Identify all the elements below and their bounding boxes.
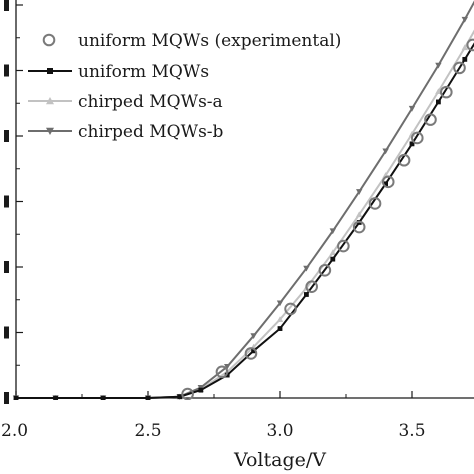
legend-item: chirped MQWs-b [28, 122, 224, 142]
axes: 2.0 2.5 3.0 3.5 [1, 0, 474, 441]
data-point [453, 61, 466, 75]
y-tick-label-fragment [4, 130, 9, 142]
series-line [16, 0, 474, 399]
legend-item: uniform MQWs [28, 62, 209, 82]
data-point [352, 220, 366, 234]
data-point [435, 62, 442, 69]
legend: uniform MQWs (experimental) uniform MQWs c… [28, 31, 341, 142]
series-4 [12, 0, 474, 400]
legend-item: chirped MQWs-a [28, 92, 223, 112]
data-point [284, 302, 297, 316]
data-point [440, 85, 453, 99]
x-tick-label: 3.5 [398, 421, 425, 441]
data-point [461, 16, 468, 23]
y-tick-label-fragment [4, 195, 9, 208]
x-tick-label: 2.0 [1, 421, 28, 441]
data-point [410, 131, 424, 145]
data-point [424, 113, 437, 126]
legend-marker [42, 33, 56, 47]
data-point [337, 239, 350, 253]
data-point [330, 256, 336, 262]
data-point [436, 99, 441, 105]
x-tick-label: 2.5 [134, 421, 161, 441]
data-point [215, 365, 229, 379]
data-point [177, 394, 183, 400]
data-point [244, 347, 258, 360]
data-point [277, 326, 283, 331]
data-point [198, 387, 204, 393]
legend-label: chirped MQWs-b [78, 122, 224, 142]
series-1 [181, 38, 474, 400]
y-tick-label-fragment [4, 261, 9, 273]
plot-area [12, 0, 474, 400]
data-point [13, 395, 19, 400]
legend-marker [47, 68, 53, 74]
data-point [356, 211, 363, 218]
legend-item: uniform MQWs (experimental) [42, 31, 341, 51]
legend-marker [46, 97, 54, 105]
y-tick-label-fragment [4, 0, 9, 11]
legend-label: chirped MQWs-a [78, 92, 223, 112]
data-point [224, 364, 231, 370]
data-point [304, 292, 309, 297]
data-point [329, 249, 336, 256]
data-point [329, 228, 336, 235]
x-axis-label: Voltage/V [233, 449, 326, 471]
data-point [466, 38, 474, 52]
legend-label: uniform MQWs (experimental) [78, 31, 341, 51]
data-point [53, 395, 58, 400]
series-2 [13, 42, 474, 400]
data-point [409, 141, 415, 147]
data-point [408, 105, 416, 112]
data-point [145, 395, 151, 400]
data-point [462, 56, 468, 62]
data-point [250, 333, 257, 339]
data-point [100, 395, 106, 400]
data-point [305, 280, 318, 293]
data-point [181, 387, 194, 400]
x-tick-label: 3.0 [266, 421, 293, 441]
data-point [382, 148, 389, 155]
legend-label: uniform MQWs [78, 62, 209, 82]
data-point [435, 88, 442, 95]
y-tick-label-fragment [4, 64, 9, 77]
legend-marker [46, 127, 54, 135]
data-point [303, 265, 310, 272]
data-point [318, 263, 332, 277]
data-point [276, 300, 284, 307]
data-point [381, 175, 395, 189]
data-point [276, 316, 284, 322]
data-point [461, 44, 468, 51]
y-tick-label-fragment [4, 392, 9, 404]
y-tick-label-fragment [4, 326, 9, 339]
data-point [397, 153, 411, 167]
data-point [383, 181, 388, 187]
data-point [251, 348, 256, 354]
data-point [356, 189, 363, 195]
data-point [368, 197, 382, 210]
